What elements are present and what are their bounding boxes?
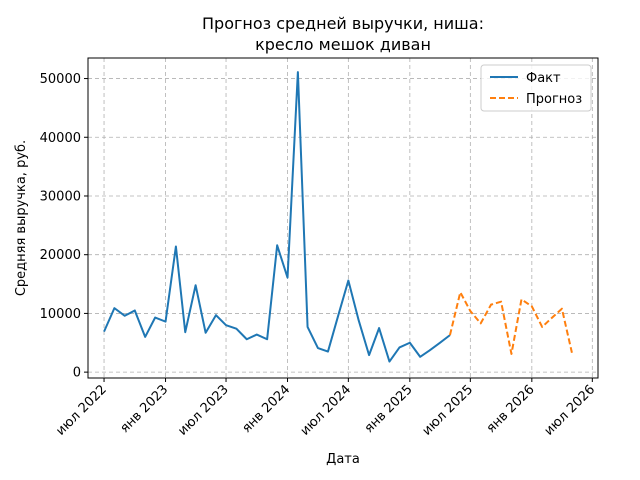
y-tick-label: 20000 — [40, 248, 81, 263]
y-tick-label: 50000 — [40, 72, 81, 87]
y-tick-label: 10000 — [40, 307, 81, 322]
y-tick-label: 30000 — [40, 189, 81, 204]
legend-label-fact: Факт — [526, 71, 561, 86]
y-axis-ticks: 0 10000 20000 30000 40000 50000 — [40, 72, 88, 381]
y-axis-label: Средняя выручка, руб. — [14, 140, 29, 296]
y-tick-label: 40000 — [40, 131, 81, 146]
series-line-forecast — [448, 291, 573, 355]
chart-title-line-2: кресло мешок диван — [255, 35, 431, 54]
grid — [88, 58, 598, 378]
series-line-fact — [103, 71, 451, 363]
x-axis-label: Дата — [326, 452, 360, 467]
plot-series — [103, 71, 573, 363]
legend-label-forecast: Прогноз — [526, 92, 582, 107]
y-tick-label: 0 — [73, 366, 81, 381]
plot-frame — [87, 57, 599, 379]
legend: Факт Прогноз — [480, 64, 592, 112]
chart-title-line-1: Прогноз средней выручки, ниша: — [202, 14, 484, 33]
